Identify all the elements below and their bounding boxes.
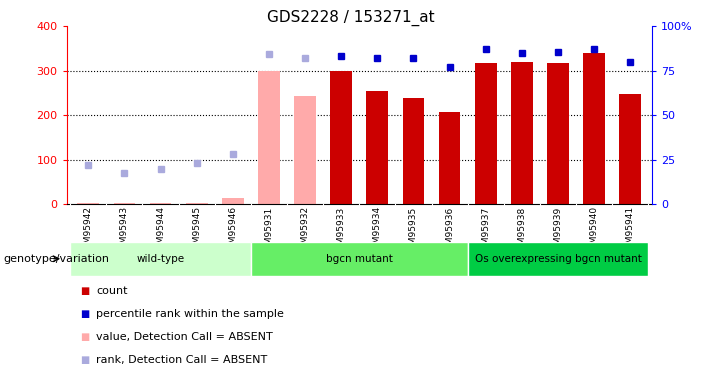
Text: GSM95946: GSM95946 bbox=[229, 206, 238, 255]
Text: GSM95942: GSM95942 bbox=[84, 206, 93, 255]
Bar bbox=[475, 63, 496, 204]
Bar bbox=[258, 71, 280, 204]
Text: count: count bbox=[96, 286, 128, 296]
Text: ■: ■ bbox=[81, 332, 90, 342]
Bar bbox=[77, 202, 99, 204]
Text: GSM95933: GSM95933 bbox=[336, 206, 346, 255]
Text: rank, Detection Call = ABSENT: rank, Detection Call = ABSENT bbox=[96, 355, 267, 365]
Text: GSM95941: GSM95941 bbox=[626, 206, 634, 255]
Text: GSM95936: GSM95936 bbox=[445, 206, 454, 255]
Text: GSM95944: GSM95944 bbox=[156, 206, 165, 255]
Bar bbox=[402, 98, 424, 204]
Text: GSM95940: GSM95940 bbox=[590, 206, 599, 255]
Bar bbox=[620, 94, 641, 204]
Text: wild-type: wild-type bbox=[137, 254, 184, 264]
Text: GSM95932: GSM95932 bbox=[301, 206, 310, 255]
Text: GSM95938: GSM95938 bbox=[517, 206, 526, 255]
Text: GSM95939: GSM95939 bbox=[554, 206, 562, 255]
Bar bbox=[439, 112, 461, 204]
Bar bbox=[367, 91, 388, 204]
Text: GSM95931: GSM95931 bbox=[264, 206, 273, 255]
Bar bbox=[114, 202, 135, 204]
Text: Os overexpressing bgcn mutant: Os overexpressing bgcn mutant bbox=[475, 254, 641, 264]
Bar bbox=[186, 202, 207, 204]
Text: GDS2228 / 153271_at: GDS2228 / 153271_at bbox=[266, 9, 435, 26]
Bar bbox=[468, 242, 648, 276]
Bar bbox=[150, 202, 171, 204]
Text: value, Detection Call = ABSENT: value, Detection Call = ABSENT bbox=[96, 332, 273, 342]
Text: GSM95945: GSM95945 bbox=[192, 206, 201, 255]
Text: GSM95934: GSM95934 bbox=[373, 206, 382, 255]
Bar bbox=[70, 242, 251, 276]
Bar bbox=[251, 242, 468, 276]
Text: bgcn mutant: bgcn mutant bbox=[326, 254, 393, 264]
Text: genotype/variation: genotype/variation bbox=[4, 254, 109, 264]
Bar bbox=[222, 198, 244, 204]
Bar bbox=[547, 63, 569, 204]
Text: ■: ■ bbox=[81, 286, 90, 296]
Bar bbox=[583, 53, 605, 204]
Bar bbox=[294, 96, 316, 204]
Text: GSM95943: GSM95943 bbox=[120, 206, 129, 255]
Text: ■: ■ bbox=[81, 355, 90, 365]
Text: GSM95937: GSM95937 bbox=[481, 206, 490, 255]
Text: ■: ■ bbox=[81, 309, 90, 319]
Text: percentile rank within the sample: percentile rank within the sample bbox=[96, 309, 284, 319]
Bar bbox=[330, 71, 352, 204]
Bar bbox=[511, 62, 533, 204]
Text: GSM95935: GSM95935 bbox=[409, 206, 418, 255]
